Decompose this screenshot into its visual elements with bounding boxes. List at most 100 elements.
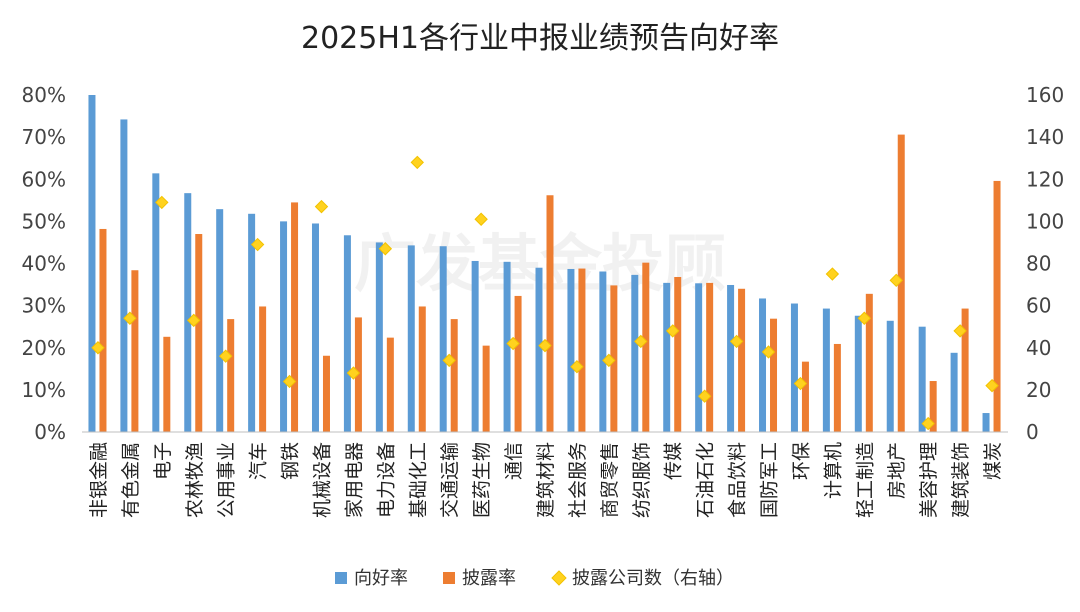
left-axis-tick-label: 0% — [34, 420, 66, 444]
marker-company-count — [985, 378, 999, 393]
category-label: 公用事业 — [216, 442, 238, 518]
category-label: 非银金融 — [88, 442, 110, 518]
bar-disclosure-rate — [833, 343, 841, 432]
marker-company-count — [729, 334, 744, 349]
category-label: 家用电器 — [343, 442, 365, 518]
bar-good-rate — [88, 95, 96, 432]
bar-good-rate — [407, 245, 415, 432]
bar-good-rate — [216, 209, 224, 432]
bar-good-rate — [854, 315, 862, 432]
bar-good-rate — [759, 298, 767, 432]
right-axis-tick-label: 80 — [1026, 252, 1051, 276]
left-axis-tick-label: 30% — [22, 294, 66, 318]
marker-company-count — [123, 311, 137, 325]
category-label: 轻工制造 — [854, 442, 876, 518]
category-label: 建筑装饰 — [950, 442, 972, 518]
bar-good-rate — [311, 223, 319, 432]
bar-good-rate — [790, 303, 798, 432]
marker-company-count — [410, 155, 424, 170]
right-axis-tick-label: 0 — [1026, 420, 1039, 444]
category-label: 汽车 — [248, 442, 270, 480]
bar-disclosure-rate — [770, 318, 778, 432]
left-axis-tick-label: 40% — [22, 252, 66, 276]
category-label: 国防军工 — [759, 442, 781, 518]
right-axis-tick-label: 120 — [1026, 167, 1064, 191]
marker-company-count — [857, 311, 872, 325]
bar-good-rate — [727, 284, 735, 432]
marker-company-count — [953, 324, 967, 338]
legend-label: 向好率 — [354, 568, 408, 589]
marker-company-count — [442, 353, 456, 368]
marker-company-count — [761, 345, 776, 359]
marker-company-count — [666, 324, 680, 338]
bar-disclosure-rate — [418, 306, 426, 432]
marker-company-count — [697, 389, 712, 403]
bar-good-rate — [184, 193, 192, 432]
bar-disclosure-rate — [322, 355, 330, 432]
bar-good-rate — [152, 173, 160, 433]
marker-company-count — [187, 313, 201, 328]
category-label: 建筑材料 — [535, 442, 557, 518]
bar-good-rate — [822, 308, 830, 432]
bar-good-rate — [375, 242, 383, 432]
category-label: 计算机 — [822, 442, 844, 499]
marker-company-count — [538, 338, 552, 353]
left-axis-ticks: 0% 10% 20% 30% 40% 50% 60% 70% 80% — [22, 83, 66, 444]
marker-company-count — [793, 376, 808, 391]
bar-good-rate — [950, 352, 958, 432]
bar-good-rate — [918, 326, 926, 432]
marker-company-count — [825, 267, 840, 281]
legend-swatch — [443, 572, 455, 584]
category-label: 石油石化 — [695, 442, 717, 518]
bar-good-rate — [663, 282, 671, 432]
bar-good-rate — [535, 267, 543, 432]
left-axis-tick-label: 80% — [22, 83, 66, 107]
marker-company-count — [602, 353, 616, 368]
bar-good-rate — [503, 261, 511, 432]
left-axis-tick-label: 70% — [22, 125, 66, 149]
bar-disclosure-rate — [227, 319, 235, 432]
marker-company-count — [314, 199, 329, 214]
bar-good-rate — [343, 235, 351, 432]
bar-disclosure-rate — [897, 134, 905, 432]
left-axis-tick-label: 10% — [22, 378, 66, 402]
marker-company-count — [634, 334, 648, 349]
legend-label: 披露率 — [462, 568, 516, 589]
bar-disclosure-rate — [259, 306, 267, 432]
bar-disclosure-rate — [291, 202, 299, 432]
bar-disclosure-rate — [642, 262, 650, 432]
marker-company-count — [570, 359, 584, 374]
category-label: 机械设备 — [311, 442, 333, 518]
bar-good-rate — [695, 283, 703, 432]
category-label: 食品饮料 — [727, 442, 749, 518]
bar-good-rate — [567, 268, 575, 432]
category-label: 基础化工 — [407, 442, 429, 518]
legend-swatch — [551, 570, 567, 586]
marker-company-count — [474, 212, 488, 226]
marker-company-count — [506, 336, 520, 351]
bar-good-rate — [120, 119, 128, 433]
right-axis-tick-label: 60 — [1026, 294, 1051, 318]
marker-company-count — [218, 349, 233, 363]
bar-disclosure-rate — [706, 282, 714, 432]
category-label: 钢铁 — [280, 442, 302, 480]
right-axis-tick-label: 20 — [1026, 378, 1051, 402]
category-labels: 非银金融 有色金属 电子 农林牧渔 公用事业 汽车 钢铁 机械设备 家用电器 电力设备 基础化工 交通… — [88, 442, 1004, 518]
marker-company-count — [378, 242, 393, 256]
bar-disclosure-rate — [738, 288, 746, 432]
category-label: 医药生物 — [471, 442, 493, 518]
right-axis-ticks: 0 20 40 60 80 100 120 140 160 — [1026, 83, 1064, 444]
marker-company-count — [282, 374, 297, 389]
right-axis-tick-label: 100 — [1026, 209, 1064, 233]
left-axis-tick-label: 50% — [22, 209, 66, 233]
marker-company-count — [346, 366, 361, 380]
bar-good-rate — [631, 274, 639, 432]
category-label: 纺织服饰 — [631, 442, 653, 518]
marker-company-count — [889, 273, 903, 288]
right-axis-tick-label: 140 — [1026, 125, 1064, 149]
bar-disclosure-rate — [450, 319, 458, 432]
category-label: 环保 — [790, 442, 812, 480]
bar-disclosure-rate — [131, 270, 139, 432]
